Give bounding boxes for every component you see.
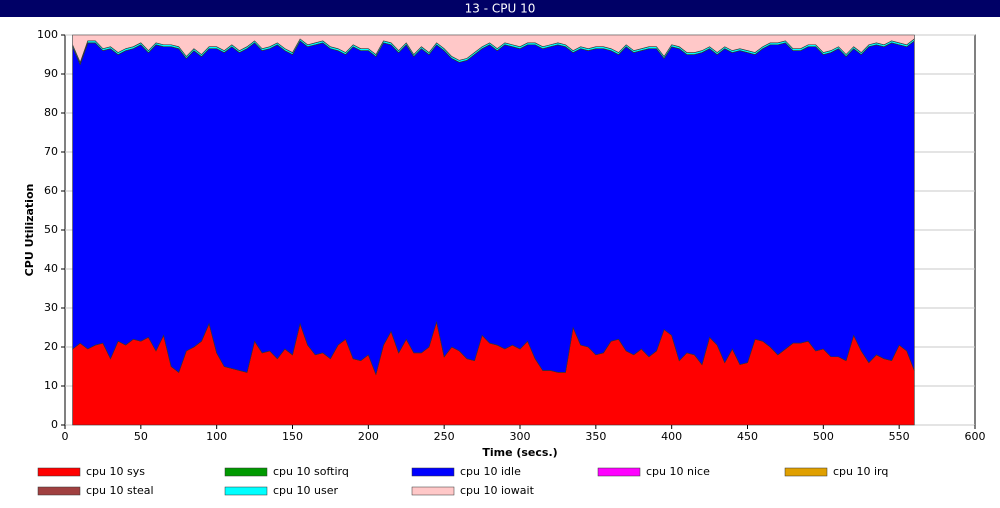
y-tick-label: 50	[44, 223, 58, 236]
area	[72, 34, 915, 64]
legend-swatch	[411, 467, 455, 477]
y-tick-label: 40	[44, 262, 58, 275]
legend-swatch	[224, 467, 268, 477]
x-tick-label: 450	[737, 430, 758, 443]
area	[72, 40, 915, 376]
legend-swatch	[37, 486, 81, 496]
legend-swatch	[411, 486, 455, 496]
x-tick-label: 500	[813, 430, 834, 443]
legend-label: cpu 10 sys	[86, 465, 145, 478]
legend-label: cpu 10 idle	[460, 465, 521, 478]
x-tick-label: 200	[358, 430, 379, 443]
x-tick-label: 350	[585, 430, 606, 443]
x-tick-label: 300	[510, 430, 531, 443]
y-tick-label: 20	[44, 340, 58, 353]
x-tick-label: 600	[965, 430, 986, 443]
x-tick-label: 0	[62, 430, 69, 443]
y-tick-label: 100	[37, 28, 58, 41]
y-axis-label: CPU Utilization	[23, 184, 36, 277]
legend-swatch	[37, 467, 81, 477]
legend-label: cpu 10 nice	[646, 465, 710, 478]
legend-label: cpu 10 softirq	[273, 465, 349, 478]
y-tick-label: 60	[44, 184, 58, 197]
legend-label: cpu 10 irq	[833, 465, 888, 478]
x-tick-label: 50	[134, 430, 148, 443]
y-tick-label: 80	[44, 106, 58, 119]
x-tick-label: 250	[434, 430, 455, 443]
y-tick-label: 70	[44, 145, 58, 158]
y-tick-label: 10	[44, 379, 58, 392]
x-axis-label: Time (secs.)	[482, 446, 557, 459]
legend-swatch	[784, 467, 828, 477]
title-bar	[0, 0, 1000, 17]
x-tick-label: 400	[661, 430, 682, 443]
legend-swatch	[597, 467, 641, 477]
x-tick-label: 150	[282, 430, 303, 443]
y-tick-label: 90	[44, 67, 58, 80]
chart-title: 13 - CPU 10	[465, 2, 536, 16]
legend-label: cpu 10 steal	[86, 484, 154, 497]
legend-label: cpu 10 user	[273, 484, 338, 497]
x-tick-label: 100	[206, 430, 227, 443]
legend-label: cpu 10 iowait	[460, 484, 535, 497]
x-tick-label: 550	[889, 430, 910, 443]
legend-swatch	[224, 486, 268, 496]
y-tick-label: 30	[44, 301, 58, 314]
y-tick-label: 0	[51, 418, 58, 431]
